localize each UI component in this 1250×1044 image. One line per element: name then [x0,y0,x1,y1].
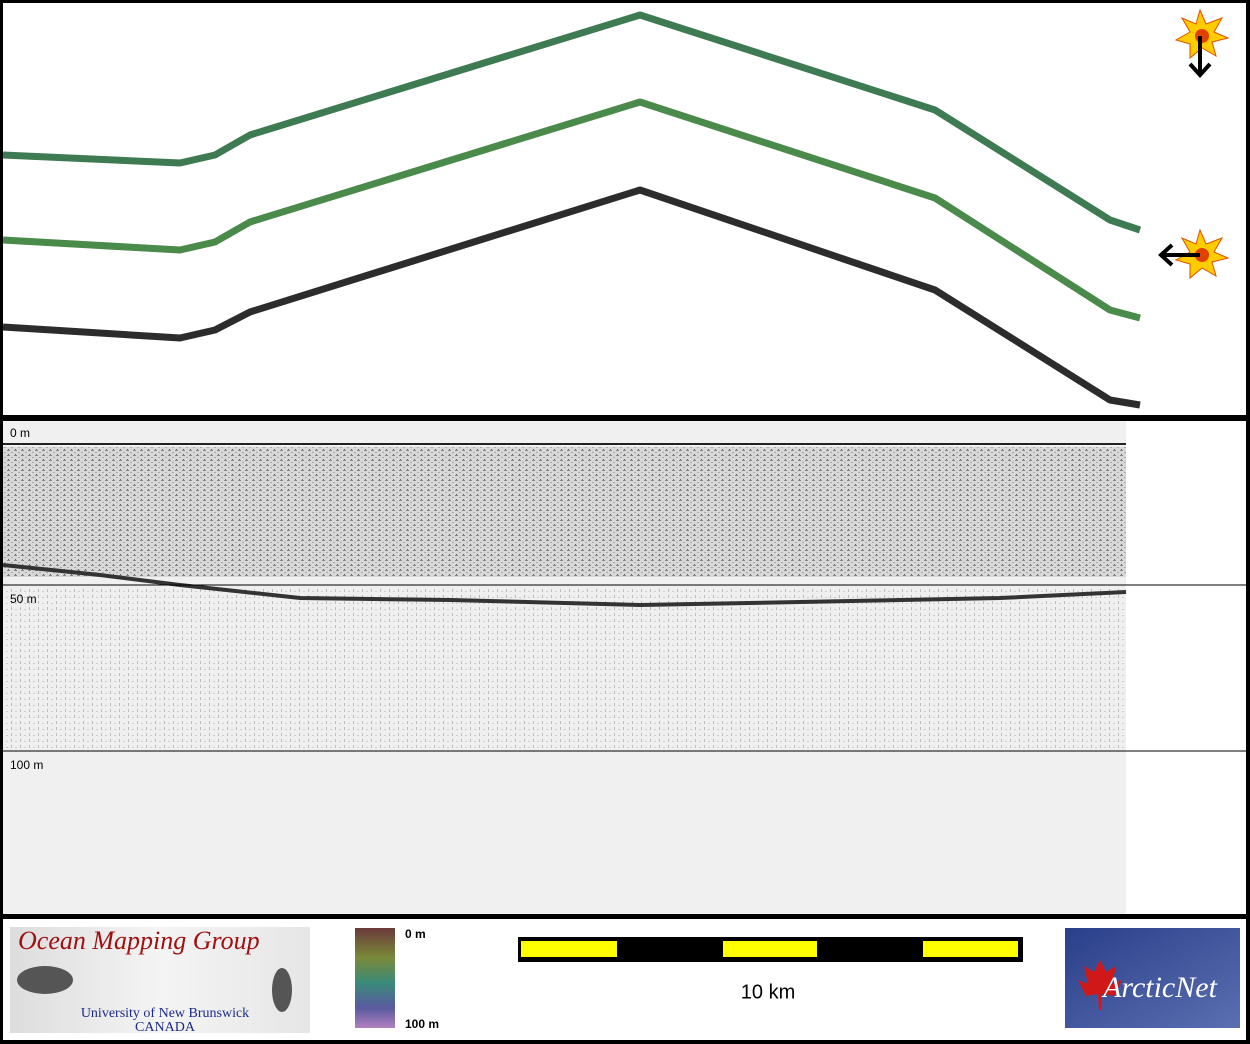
logo-art [272,968,292,1012]
colorbar-label: 100 m [405,1017,439,1031]
sediment [3,586,1126,751]
scale-label: 10 km [741,981,795,1003]
water-column [3,447,1126,577]
track-line [2,186,1141,409]
sun-icon [1174,8,1230,78]
scale-segment [521,941,617,957]
logo-art [17,966,73,994]
tracks [2,11,1142,409]
arcticnet-label: ArcticNet [1101,971,1218,1004]
depth-label: 50 m [10,592,37,606]
logo-country: CANADA [135,1020,196,1035]
depth-label: 100 m [10,758,43,772]
sun-icon [1158,228,1230,280]
colorbar [355,928,395,1028]
logo-title: Ocean Mapping Group [18,926,260,955]
depth-label: 0 m [10,426,30,440]
track-line [2,11,1142,234]
logo-institution: University of New Brunswick [81,1006,249,1021]
scale-segment [923,941,1018,957]
seafloor [2,563,1127,608]
scale-segment [723,941,817,957]
maple-leaf [1078,960,1122,1010]
colorbar-label: 0 m [405,927,426,941]
track-line [2,98,1141,322]
track-panel [3,3,1246,415]
